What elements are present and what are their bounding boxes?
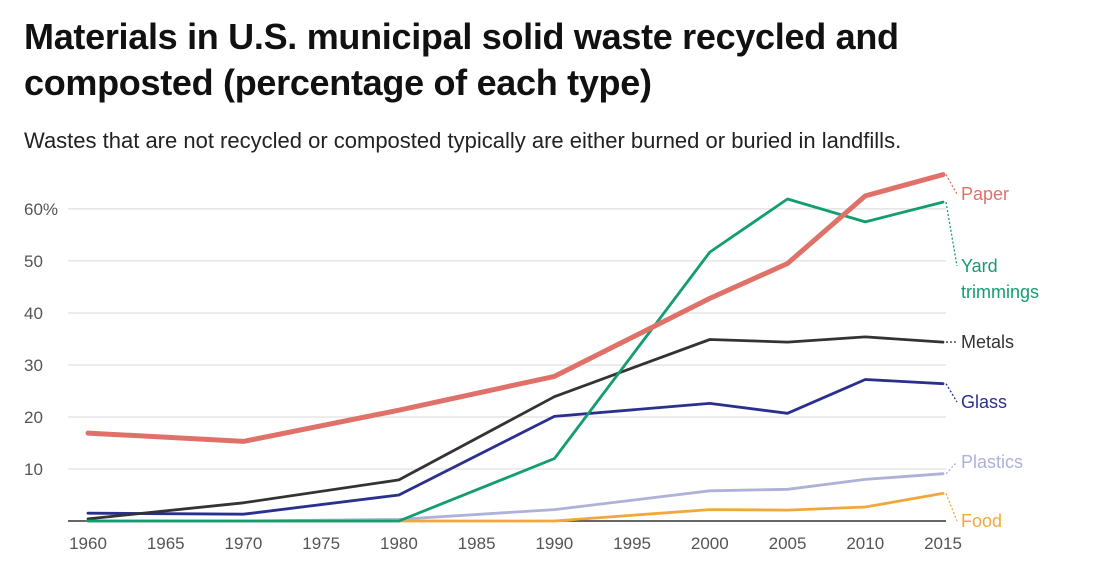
chart-title: Materials in U.S. municipal solid waste … [24, 16, 899, 103]
series-label: Food [961, 511, 1002, 531]
series-label: Yard trimmings [961, 256, 1039, 302]
x-tick-label: 2015 [924, 534, 962, 553]
x-tick-label: 1965 [147, 534, 185, 553]
x-tick-label: 1990 [535, 534, 573, 553]
series-label: Metals [961, 332, 1014, 352]
series-label: Glass [961, 392, 1007, 412]
series-line-yard-trimmings [86, 197, 945, 523]
y-tick-label: 30 [24, 356, 43, 375]
y-tick-label: 20 [24, 408, 43, 427]
x-tick-label: 1985 [458, 534, 496, 553]
leader-line [945, 202, 958, 267]
series-label: Paper [961, 184, 1009, 204]
series-line-metals [86, 335, 945, 521]
leader-line [945, 461, 958, 475]
x-tick-label: 1960 [69, 534, 107, 553]
x-tick-label: 2005 [769, 534, 807, 553]
chart-subtitle: Wastes that are not recycled or composte… [24, 128, 902, 153]
series-line-paper [85, 172, 946, 444]
y-tick-label: 60% [24, 200, 58, 219]
leader-line [945, 383, 958, 403]
x-tick-label: 2000 [691, 534, 729, 553]
y-tick-label: 10 [24, 460, 43, 479]
leader-line [945, 493, 958, 522]
series-line-glass [86, 378, 945, 516]
leader-line [945, 174, 958, 195]
x-tick-label: 1970 [225, 534, 263, 553]
y-tick-label: 40 [24, 304, 43, 323]
x-tick-label: 2010 [846, 534, 884, 553]
x-tick-label: 1995 [613, 534, 651, 553]
series-label: Plastics [961, 452, 1023, 472]
x-tick-label: 1980 [380, 534, 418, 553]
y-tick-label: 50 [24, 252, 43, 271]
series-line-food [86, 491, 945, 523]
x-tick-label: 1975 [302, 534, 340, 553]
